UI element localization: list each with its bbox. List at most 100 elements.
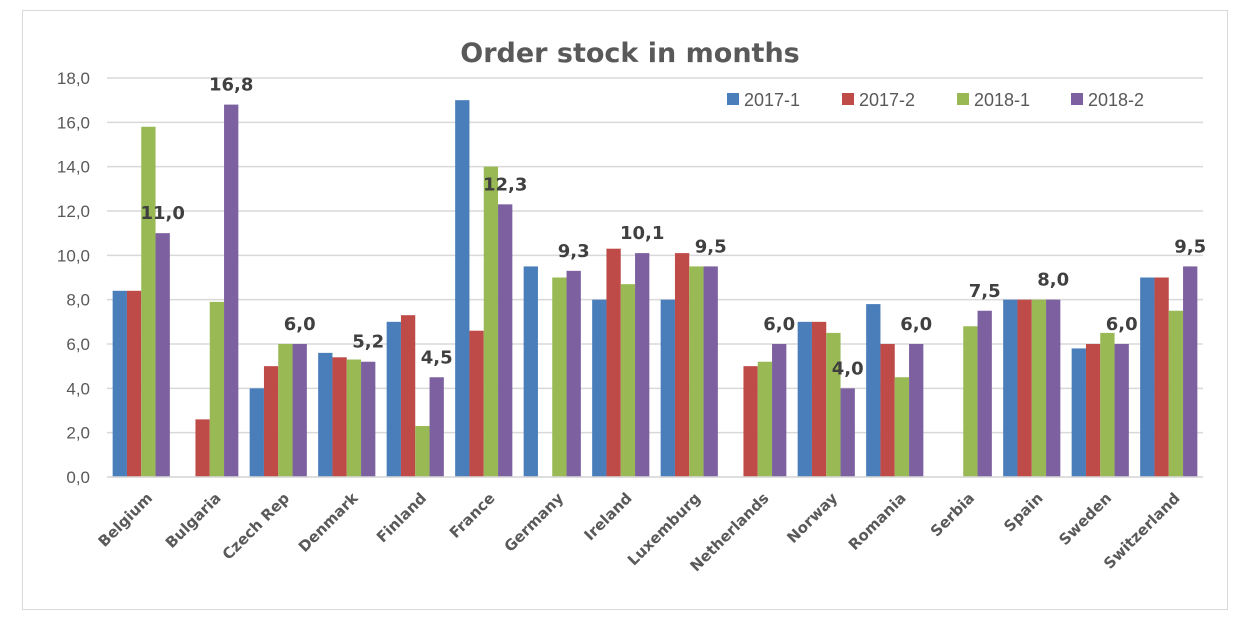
bar-2018-2 bbox=[429, 377, 444, 477]
data-label: 4,5 bbox=[421, 347, 453, 368]
bar-2018-2 bbox=[1046, 299, 1061, 477]
bar-2018-1 bbox=[826, 332, 841, 477]
bar-2018-1 bbox=[278, 344, 293, 477]
x-tick-label: France bbox=[446, 489, 499, 542]
data-label: 11,0 bbox=[140, 203, 184, 224]
bar-2017-1 bbox=[660, 299, 675, 477]
x-tick-label: Ireland bbox=[581, 489, 636, 544]
bar-2018-2 bbox=[772, 344, 787, 477]
y-tick-label: 18,0 bbox=[57, 69, 90, 88]
bar-2018-2 bbox=[292, 344, 307, 477]
y-tick-label: 12,0 bbox=[57, 202, 90, 221]
data-label: 6,0 bbox=[763, 314, 795, 335]
bar-2017-1 bbox=[112, 290, 127, 477]
bar-2018-2 bbox=[703, 266, 718, 477]
bar-2018-1 bbox=[963, 326, 978, 477]
chart-frame bbox=[22, 10, 1228, 610]
x-tick-label: Finland bbox=[373, 489, 430, 546]
data-label: 10,1 bbox=[620, 223, 664, 244]
bar-2017-1 bbox=[523, 266, 538, 477]
bar-2018-1 bbox=[483, 166, 499, 477]
x-tick-label: Germany bbox=[501, 489, 568, 556]
x-tick-label: Belgium bbox=[95, 489, 156, 550]
legend-swatch bbox=[1071, 93, 1083, 105]
bar-2018-1 bbox=[620, 284, 636, 477]
bar-2018-1 bbox=[894, 377, 910, 477]
y-tick-label: 16,0 bbox=[57, 113, 90, 132]
bar-2018-2 bbox=[635, 253, 650, 477]
bar-2017-2 bbox=[400, 315, 416, 477]
y-tick-label: 6,0 bbox=[66, 335, 90, 354]
data-label: 9,5 bbox=[1174, 236, 1206, 257]
x-tick-label: Spain bbox=[1000, 489, 1046, 535]
bar-2018-1 bbox=[415, 426, 430, 477]
y-tick-label: 10,0 bbox=[57, 246, 90, 265]
y-tick-label: 4,0 bbox=[66, 379, 90, 398]
x-tick-label: Czech Rep bbox=[219, 489, 294, 564]
bar-2017-1 bbox=[249, 388, 264, 477]
bar-2018-2 bbox=[566, 270, 581, 477]
bar-2017-2 bbox=[811, 321, 827, 477]
x-tick-label: Romania bbox=[845, 489, 910, 554]
bar-2017-2 bbox=[1085, 344, 1101, 477]
data-label: 8,0 bbox=[1037, 270, 1069, 291]
bar-2018-2 bbox=[361, 361, 376, 477]
bar-2017-1 bbox=[866, 304, 881, 477]
bar-2017-2 bbox=[1154, 277, 1169, 477]
bar-2017-2 bbox=[195, 419, 210, 477]
bar-2017-1 bbox=[455, 100, 470, 478]
bar-2018-1 bbox=[757, 361, 773, 477]
y-tick-label: 14,0 bbox=[57, 158, 90, 177]
bar-2017-2 bbox=[126, 290, 142, 477]
x-tick-label: Bulgaria bbox=[162, 489, 225, 552]
legend-swatch bbox=[957, 93, 969, 105]
bar-2017-1 bbox=[1140, 277, 1155, 477]
bar-2018-2 bbox=[1114, 344, 1129, 477]
bar-2018-1 bbox=[209, 301, 225, 477]
data-label: 6,0 bbox=[1106, 314, 1138, 335]
chart-title: Order stock in months bbox=[460, 38, 800, 69]
data-label: 4,0 bbox=[832, 358, 864, 379]
bar-2017-1 bbox=[318, 352, 333, 477]
legend-label: 2018-2 bbox=[1088, 90, 1144, 110]
bar-2018-2 bbox=[498, 204, 513, 477]
x-tick-label: Denmark bbox=[295, 488, 362, 555]
bar-2017-2 bbox=[263, 366, 279, 477]
bar-2018-2 bbox=[977, 310, 992, 477]
bar-2018-1 bbox=[141, 126, 156, 478]
legend-swatch bbox=[727, 93, 739, 105]
bar-2018-1 bbox=[1168, 310, 1184, 477]
x-tick-label: Norway bbox=[783, 489, 841, 547]
bar-2018-1 bbox=[552, 277, 567, 477]
y-tick-label: 0,0 bbox=[66, 468, 90, 487]
bar-2017-1 bbox=[797, 321, 812, 477]
legend-label: 2017-2 bbox=[859, 90, 915, 110]
bar-2018-2 bbox=[1183, 266, 1198, 477]
bar-2017-2 bbox=[1017, 299, 1032, 477]
bar-2018-2 bbox=[224, 104, 239, 477]
data-label: 16,8 bbox=[209, 75, 253, 96]
bar-2018-1 bbox=[1031, 299, 1047, 477]
data-label: 9,3 bbox=[558, 241, 590, 262]
y-tick-label: 2,0 bbox=[66, 424, 90, 443]
bar-2017-2 bbox=[606, 248, 621, 477]
bar-2018-2 bbox=[840, 388, 855, 477]
bar-2017-1 bbox=[1071, 348, 1086, 477]
data-label: 6,0 bbox=[900, 314, 932, 335]
bar-2017-2 bbox=[743, 366, 758, 477]
bar-2018-1 bbox=[1100, 332, 1115, 477]
bar-2017-2 bbox=[674, 253, 690, 477]
data-label: 12,3 bbox=[483, 174, 527, 195]
bar-2017-2 bbox=[880, 344, 895, 477]
data-label: 6,0 bbox=[284, 314, 316, 335]
bar-2017-2 bbox=[332, 357, 347, 477]
bar-2018-2 bbox=[909, 344, 924, 477]
bar-2017-1 bbox=[592, 299, 607, 477]
data-label: 7,5 bbox=[969, 281, 1001, 302]
bar-2018-1 bbox=[689, 266, 704, 477]
bar-2017-1 bbox=[386, 321, 401, 477]
y-tick-label: 8,0 bbox=[66, 291, 90, 310]
bar-2017-2 bbox=[469, 330, 484, 477]
data-label: 5,2 bbox=[352, 332, 384, 353]
